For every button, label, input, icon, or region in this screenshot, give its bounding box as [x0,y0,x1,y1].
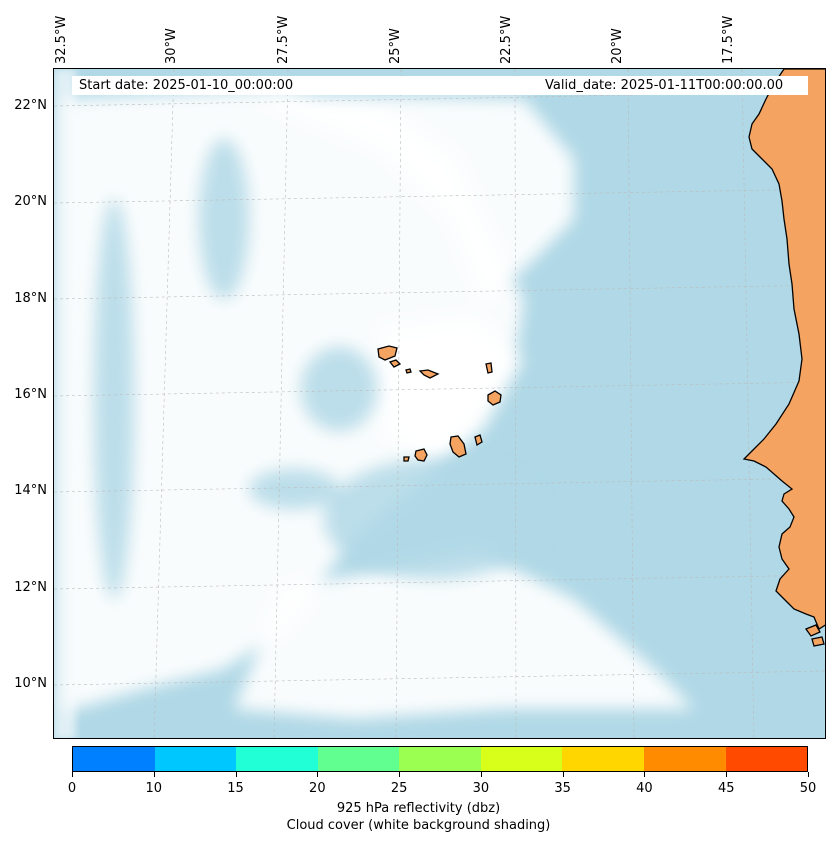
colorbar-segment [399,747,481,771]
colorbar-tick-mark [153,772,155,777]
colorbar-tick-label: 25 [390,781,408,796]
west-africa-landmass [742,69,825,630]
colorbar-tick-mark [726,772,728,777]
colorbar-tick-mark [72,772,73,777]
map-canvas [54,69,825,738]
lon-label-22-5w: 22.5°W [499,15,514,64]
lon-label-30w: 30°W [164,28,179,64]
colorbar-segment [562,747,644,771]
colorbar-segment [73,747,155,771]
colorbar-tick-label: 15 [227,781,244,796]
colorbar-segment [725,747,808,771]
lon-label-20w: 20°W [610,28,625,64]
colorbar-tick-label: 0 [67,781,77,796]
lat-label-22n: 22°N [14,98,47,113]
map-plot-area[interactable] [53,68,826,739]
colorbar-tick-mark [235,772,237,777]
colorbar-tick-label: 45 [717,781,735,796]
lat-label-14n: 14°N [14,483,47,498]
lat-label-16n: 16°N [14,387,47,402]
lat-label-18n: 18°N [14,291,47,306]
colorbar-tick-label: 20 [309,781,326,796]
colorbar-segment [236,747,318,771]
lon-label-17-5w: 17.5°W [721,15,736,64]
lat-label-20n: 20°N [14,194,47,209]
colorbar-tick-mark [808,772,809,777]
date-info-bar [72,76,808,95]
island-sal [485,362,493,374]
colorbar-tick-mark [644,772,646,777]
colorbar-tick-mark [480,772,482,777]
colorbar-tick-label: 35 [554,781,571,796]
colorbar-segment [480,747,563,771]
colorbar-tick-mark [317,772,319,777]
colorbar-segment [317,747,400,771]
graticule [54,69,825,738]
colorbar-tick-label: 40 [636,781,653,796]
lon-label-27-5w: 27.5°W [276,15,291,64]
colorbar-label-cloud-cover: Cloud cover (white background shading) [286,818,551,833]
colorbar-segment [643,747,726,771]
reflectivity-colorbar [72,746,808,772]
western-cloud-streaks [54,69,76,738]
island-santiago [449,435,467,458]
cloud-cover-shading [64,89,694,719]
colorbar-tick-mark [399,772,401,777]
clear-sky-patches [94,139,544,599]
start-date-label: Start date: 2025-01-10_00:00:00 [79,78,294,93]
island-fogo [414,448,428,462]
island-santa-luzia [405,368,412,374]
valid-date-label: Valid_date: 2025-01-11T00:00:00.00 [545,78,784,93]
island-santo-antao [377,345,398,361]
cape-verde-islands [377,345,502,462]
lat-label-10n: 10°N [14,676,47,691]
island-brava [403,456,410,462]
colorbar-segment [154,747,237,771]
island-maio [474,434,483,447]
colorbar-tick-label: 30 [472,781,490,796]
colorbar-tick-label: 10 [145,781,163,796]
colorbar-label-reflectivity: 925 hPa reflectivity (dbz) [336,801,501,816]
lon-label-32-5w: 32.5°W [54,15,69,64]
island-sao-nicolau [418,369,440,379]
lon-label-25w: 25°W [388,28,403,64]
bissagos-islands [804,624,825,647]
colorbar-tick-label: 50 [799,781,817,796]
island-sao-vicente [388,359,402,368]
island-boa-vista [487,390,502,406]
lat-label-12n: 12°N [14,580,47,595]
colorbar-tick-mark [562,772,564,777]
